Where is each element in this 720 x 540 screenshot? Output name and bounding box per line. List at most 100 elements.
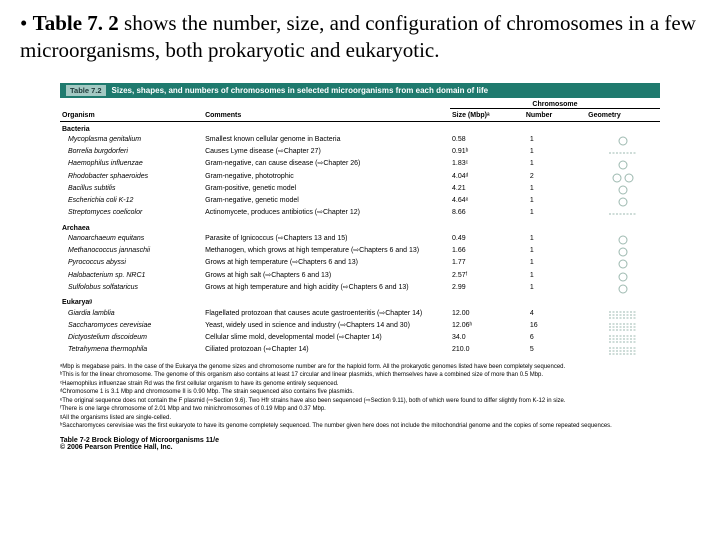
cell-organism: Sulfolobus solfataricus <box>60 283 203 295</box>
cell-size: 1.77 <box>450 258 524 270</box>
cell-size: 1.66 <box>450 246 524 258</box>
cell-size: 4.04ᵈ <box>450 172 524 184</box>
footnote-e: ᵉThe original sequence does not contain … <box>60 398 660 406</box>
cell-size: 4.21 <box>450 184 524 196</box>
footnote-b: ᵇThis is for the linear chromosome. The … <box>60 372 660 380</box>
footnote-f: ᶠThere is one large chromosome of 2.01 M… <box>60 406 660 414</box>
footnote-c: ᶜHaemophilus influenzae strain Rd was th… <box>60 381 660 389</box>
cell-number: 4 <box>524 309 586 321</box>
cell-organism: Borrelia burgdorferi <box>60 147 203 159</box>
cell-number: 1 <box>524 208 586 220</box>
col-number: Number <box>524 108 586 121</box>
table-row: Haemophilus influenzaeGram-negative, can… <box>60 159 660 171</box>
cell-geometry <box>586 159 660 171</box>
table-row: Sulfolobus solfataricusGrows at high tem… <box>60 283 660 295</box>
cell-number: 1 <box>524 147 586 159</box>
cell-size: 0.91ᵇ <box>450 147 524 159</box>
cell-comments: Flagellated protozoan that causes acute … <box>203 309 450 321</box>
cell-organism: Halobacterium sp. NRC1 <box>60 271 203 283</box>
table-7-2: Table 7.2 Sizes, shapes, and numbers of c… <box>60 83 660 451</box>
cell-organism: Bacillus subtilis <box>60 184 203 196</box>
footnotes: ᵃMbp is megabase pairs. In the case of t… <box>60 364 660 431</box>
cell-geometry <box>586 208 660 220</box>
table-row: Nanoarchaeum equitansParasite of Ignicoc… <box>60 234 660 246</box>
cell-organism: Mycoplasma genitalium <box>60 135 203 147</box>
col-organism: Organism <box>60 98 203 122</box>
table-label: Table 7.2 <box>66 85 106 96</box>
cell-geometry <box>586 147 660 159</box>
cell-comments: Gram-negative, can cause disease (⇨Chapt… <box>203 159 450 171</box>
cell-comments: Yeast, widely used in science and indust… <box>203 321 450 333</box>
cell-size: 8.66 <box>450 208 524 220</box>
table-row: Halobacterium sp. NRC1Grows at high salt… <box>60 271 660 283</box>
cell-number: 16 <box>524 321 586 333</box>
cell-comments: Grows at high temperature (⇨Chapters 6 a… <box>203 258 450 270</box>
cell-size: 12.06ʰ <box>450 321 524 333</box>
intro-paragraph: • Table 7. 2 shows the number, size, and… <box>20 10 700 65</box>
table-ref: Table 7. 2 <box>33 11 119 35</box>
cell-organism: Dictyostelium discoideum <box>60 333 203 345</box>
cell-organism: Methanococcus jannaschii <box>60 246 203 258</box>
cell-comments: Methanogen, which grows at high temperat… <box>203 246 450 258</box>
cell-organism: Streptomyces coelicolor <box>60 208 203 220</box>
cell-comments: Grows at high salt (⇨Chapters 6 and 13) <box>203 271 450 283</box>
table-row: Giardia lambliaFlagellated protozoan tha… <box>60 309 660 321</box>
cell-size: 0.58 <box>450 135 524 147</box>
cell-number: 1 <box>524 135 586 147</box>
table-title: Sizes, shapes, and numbers of chromosome… <box>112 86 489 95</box>
cell-size: 1.83ᶜ <box>450 159 524 171</box>
footnote-a: ᵃMbp is megabase pairs. In the case of t… <box>60 364 660 372</box>
cell-organism: Tetrahymena thermophila <box>60 345 203 357</box>
cell-geometry <box>586 234 660 246</box>
cell-geometry <box>586 246 660 258</box>
table-row: Tetrahymena thermophilaCiliated protozoa… <box>60 345 660 357</box>
cell-geometry <box>586 271 660 283</box>
cell-comments: Smallest known cellular genome in Bacter… <box>203 135 450 147</box>
footnote-d: ᵈChromosome 1 is 3.1 Mbp and chromosome … <box>60 389 660 397</box>
table-row: Dictyostelium discoideumCellular slime m… <box>60 333 660 345</box>
cell-number: 1 <box>524 234 586 246</box>
table-row: Rhodobacter sphaeroidesGram-negative, ph… <box>60 172 660 184</box>
footnote-g: ᵍAll the organisms listed are single-cel… <box>60 415 660 423</box>
cell-number: 1 <box>524 184 586 196</box>
chromosome-table: Organism Comments Chromosome Size (Mbp)ᵃ… <box>60 98 660 358</box>
section-heading: Archaea <box>60 221 660 234</box>
cell-number: 1 <box>524 246 586 258</box>
cell-size: 2.99 <box>450 283 524 295</box>
cell-size: 2.57ᶠ <box>450 271 524 283</box>
cell-size: 12.00 <box>450 309 524 321</box>
cell-comments: Parasite of Ignicoccus (⇨Chapters 13 and… <box>203 234 450 246</box>
col-group: Chromosome <box>450 98 660 109</box>
cell-geometry <box>586 309 660 321</box>
table-row: Escherichia coli K-12Gram-negative, gene… <box>60 196 660 208</box>
footnote-h: ʰSaccharomyces cerevisiae was the first … <box>60 423 660 431</box>
cell-organism: Saccharomyces cerevisiae <box>60 321 203 333</box>
cell-comments: Cellular slime mold, developmental model… <box>203 333 450 345</box>
cell-organism: Escherichia coli K-12 <box>60 196 203 208</box>
credit-line1: Table 7-2 Brock Biology of Microorganism… <box>60 437 660 444</box>
cell-geometry <box>586 258 660 270</box>
cell-number: 2 <box>524 172 586 184</box>
col-geometry: Geometry <box>586 108 660 121</box>
table-row: Pyrococcus abyssiGrows at high temperatu… <box>60 258 660 270</box>
table-row: Methanococcus jannaschiiMethanogen, whic… <box>60 246 660 258</box>
cell-geometry <box>586 184 660 196</box>
col-comments: Comments <box>203 98 450 122</box>
cell-geometry <box>586 283 660 295</box>
cell-geometry <box>586 345 660 357</box>
cell-organism: Nanoarchaeum equitans <box>60 234 203 246</box>
cell-size: 210.0 <box>450 345 524 357</box>
cell-geometry <box>586 196 660 208</box>
cell-size: 4.64ᵉ <box>450 196 524 208</box>
table-row: Mycoplasma genitaliumSmallest known cell… <box>60 135 660 147</box>
cell-comments: Gram-positive, genetic model <box>203 184 450 196</box>
cell-number: 1 <box>524 271 586 283</box>
table-row: Bacillus subtilisGram-positive, genetic … <box>60 184 660 196</box>
col-size: Size (Mbp)ᵃ <box>450 108 524 121</box>
cell-comments: Causes Lyme disease (⇨Chapter 27) <box>203 147 450 159</box>
cell-geometry <box>586 135 660 147</box>
section-heading: Eukaryaᵍ <box>60 295 660 308</box>
table-title-bar: Table 7.2 Sizes, shapes, and numbers of c… <box>60 83 660 98</box>
cell-number: 1 <box>524 258 586 270</box>
cell-size: 0.49 <box>450 234 524 246</box>
